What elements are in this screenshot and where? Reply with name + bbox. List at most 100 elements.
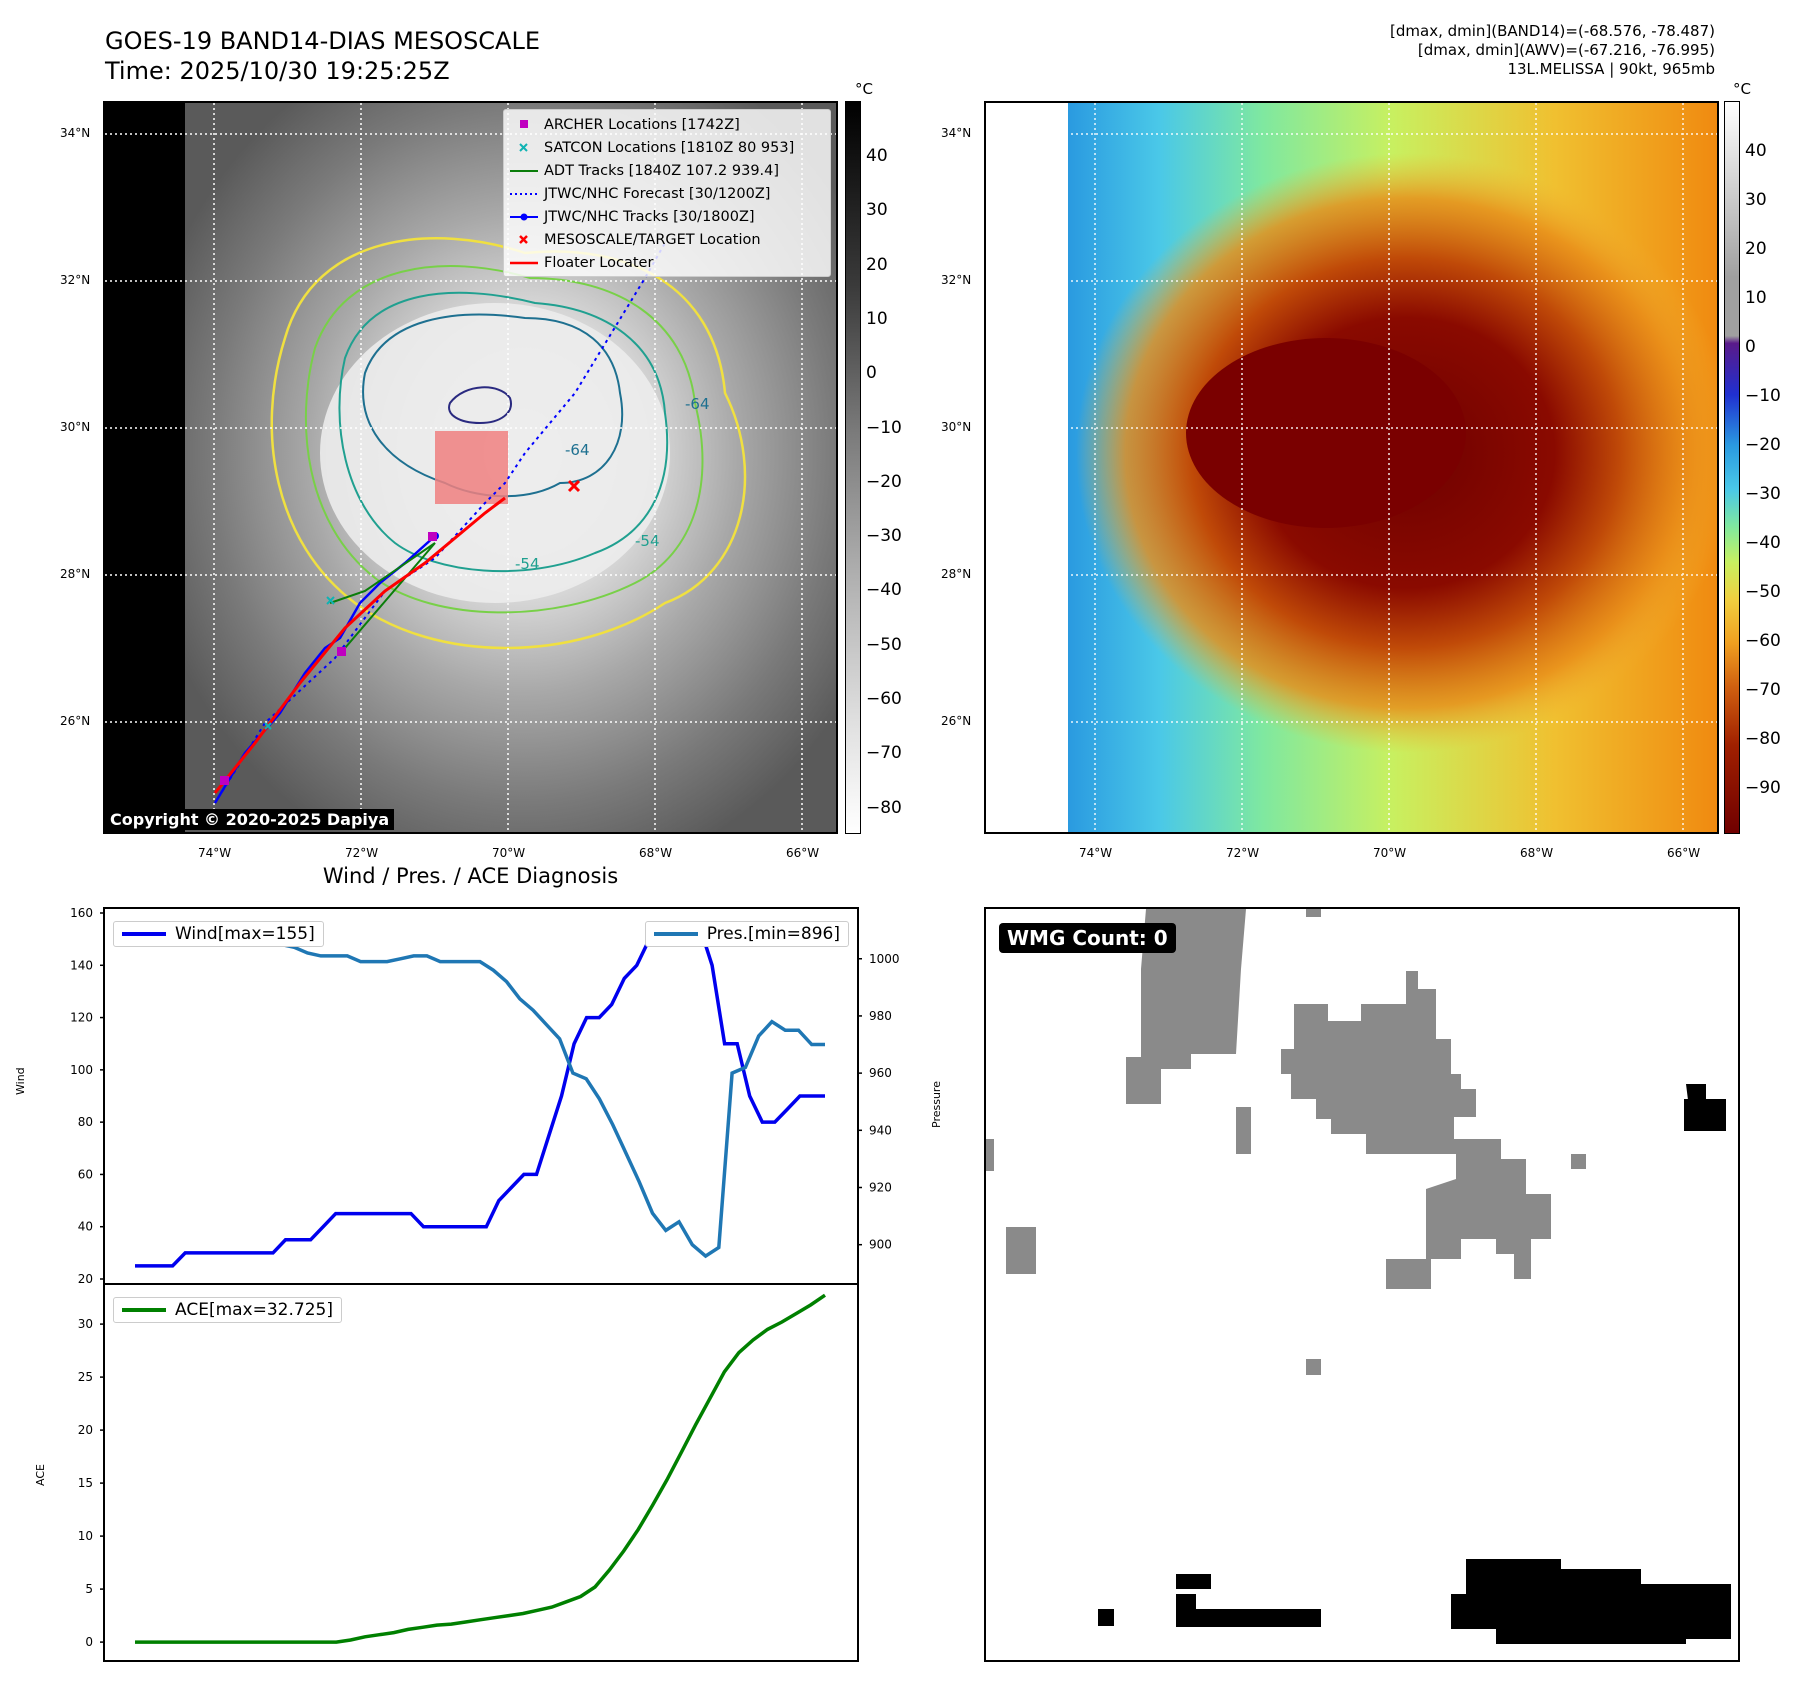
satcon-markers [264,596,335,730]
ir-cbar-tick-4: 0 [866,363,877,384]
archer-marker-3 [220,776,229,785]
ir-cbar-tick-5: −10 [866,417,902,438]
ir-lat-34: 34°N [60,126,91,140]
awv-lon-72: 72°W [1226,846,1260,860]
chart-title: Wind / Pres. / ACE Diagnosis [322,864,619,888]
ir-lat-30: 30°N [60,420,91,434]
wind-legend: Wind[max=155] [113,921,324,947]
ace-series-line [135,1293,826,1644]
awv-gridlines [986,103,1717,832]
pres-tick-4: 920 [869,1181,892,1195]
contour-label-1: -64 [685,395,710,413]
contour-teal [338,291,669,573]
legend-floater: Floater Locater [510,254,654,271]
awv-cbar-tick-4: 0 [1745,337,1756,357]
storm-core [1186,338,1466,528]
ir-cbar-tick-0: 40 [866,146,888,166]
ace-tick-5: 5 [85,1582,93,1596]
archer-marker-1 [428,532,437,541]
awv-lat-34: 34°N [941,126,972,140]
figure-title: GOES-19 BAND14-DIAS MESOSCALE Time: 2025… [105,26,540,86]
awv-cbar-tick-5: −10 [1745,386,1781,406]
target-marker [567,479,581,493]
pres-tick-2: 960 [869,1066,892,1080]
awv-range: [dmax, dmin](AWV)=(-67.216, -76.995) [1417,41,1715,59]
ir-cbar-tick-10: −60 [866,689,902,709]
wind-tick-0: 160 [70,906,93,920]
pres-tick-3: 940 [869,1123,892,1137]
awv-colorbar [1724,101,1740,834]
awv-lon-70: 70°W [1373,846,1407,860]
awv-lat-26: 26°N [941,714,972,728]
ace-tick-0: 30 [78,1317,93,1331]
wind-tick-4: 80 [78,1115,93,1129]
ir-lon-72: 72°W [345,846,379,860]
pres-tick-1: 980 [869,1009,892,1023]
ir-cbar-tick-9: −50 [866,634,902,655]
contour-label-3: -54 [515,555,540,573]
ir-cbar-tick-3: 10 [866,308,888,329]
awv-map-panel [984,101,1719,834]
ir-cbar-tick-7: −30 [866,526,902,547]
legend-tracks: JTWC/NHC Tracks [30/1800Z] [504,205,830,228]
awv-cbar-tick-2: 20 [1745,239,1767,259]
archer-marker-2 [337,647,346,656]
ace-plot: 30 25 20 15 10 5 0 [78,1293,826,1649]
floater-track [213,496,506,794]
contour-blue [362,313,624,498]
awv-cbar-tick-1: 30 [1745,190,1767,210]
awv-lon-66: 66°W [1667,846,1701,860]
wind-pres-chart: 160 140 120 100 80 60 40 20 1000 980 960 940 920 900 … [70,906,899,1286]
awv-cbar-tick-8: −40 [1745,533,1781,553]
awv-cbar-tick-3: 10 [1745,288,1767,308]
wmg-image [986,909,1731,1644]
awv-map-image [986,103,1717,832]
contour-yellow [270,237,747,650]
ir-cbar-tick-6: −20 [866,471,902,492]
awv-cbar-tick-12: −80 [1745,729,1781,749]
wind-tick-3: 100 [70,1063,93,1077]
legend-satcon: SATCON Locations [1810Z 80 953] [504,136,830,159]
ir-cbar-tick-12: −80 [866,797,902,818]
ace-axis-label: ACE [34,1464,47,1486]
floater-box [435,431,508,504]
ir-lon-70: 70°W [492,846,526,860]
contour-label-4: -54 [635,532,660,550]
wind-axis-label: Wind [14,1067,27,1095]
ir-lon-68: 68°W [639,846,673,860]
ir-legend: ARCHER Locations [1742Z] SATCON Location… [503,109,831,277]
awv-lon-68: 68°W [1520,846,1554,860]
awv-lat-32: 32°N [941,273,972,287]
ir-lat-32: 32°N [60,273,91,287]
awv-cbar-tick-11: −70 [1745,680,1781,700]
title-time: Time: 2025/10/30 19:25:25Z [105,57,450,85]
wind-tick-1: 140 [70,958,93,972]
wind-tick-5: 60 [78,1167,93,1181]
copyright-badge: Copyright © 2020-2025 Dapiya [105,809,395,830]
ir-lon-74: 74°W [198,846,232,860]
wind-series-line [135,922,825,1268]
awv-cbar-tick-7: −30 [1745,484,1781,504]
ace-tick-6: 0 [85,1635,93,1649]
awv-cbar-tick-10: −60 [1745,631,1781,651]
wind-tick-2: 120 [70,1011,93,1025]
wind-tick-6: 40 [78,1220,93,1234]
wmg-panel: WMG Count: 0 [984,907,1740,1662]
storm-summary: 13L.MELISSA | 90kt, 965mb [1507,60,1715,78]
awv-lon-74: 74°W [1079,846,1113,860]
ace-chart: 30 25 20 15 10 5 0 ACE[max=32.725] [78,1283,859,1662]
awv-cbar-tick-6: −20 [1745,435,1781,455]
pres-legend: Pres.[min=896] [644,921,849,947]
awv-cbar-tick-0: 40 [1745,141,1767,161]
pressure-axis-label: Pressure [930,1081,943,1128]
ir-cbar-tick-1: 30 [866,200,888,221]
ir-lat-26: 26°N [60,714,91,728]
contour-green [304,265,704,614]
ir-cbar-tick-11: −70 [866,743,902,764]
wmg-black-regions [1098,1084,1731,1644]
pres-tick-0: 1000 [869,952,900,966]
wind-tick-7: 20 [78,1272,93,1286]
ir-lat-28: 28°N [60,567,91,581]
legend-archer: ARCHER Locations [1742Z] [504,113,830,136]
ir-cbar-tick-2: 20 [866,254,888,275]
